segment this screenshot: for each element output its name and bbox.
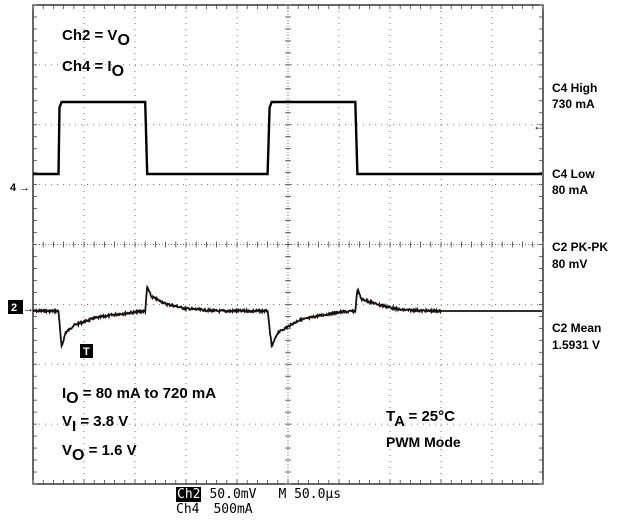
- ch4-current-trace: [33, 100, 542, 176]
- mode-label: PWM Mode: [386, 434, 461, 450]
- trigger-level-arrow: ←: [533, 119, 545, 133]
- trigger-marker-box: [80, 344, 93, 358]
- graticule: [32, 4, 544, 485]
- ch2-voltage-trace: [32, 284, 542, 350]
- vo-condition: VO = 1.6 V: [62, 442, 137, 464]
- ch2-scale: 50.0mV: [209, 487, 257, 502]
- c2-pkpk-label: C2 PK-PK: [552, 240, 608, 254]
- scale-readout: Ch2 50.0mV M 50.0µs Ch4 500mA: [176, 487, 341, 517]
- time-scale: M 50.0µs: [278, 487, 342, 502]
- ch4-marker-arrow: →: [19, 182, 30, 194]
- ch4-tag: Ch4: [176, 502, 200, 517]
- c4-high-value: 730 mA: [552, 97, 595, 111]
- vi-condition: VI = 3.8 V: [62, 413, 128, 435]
- ch2-marker: 2: [11, 302, 17, 314]
- c2-pkpk-value: 80 mV: [552, 257, 587, 271]
- traces: [32, 100, 542, 350]
- ta-condition: TA = 25°C: [386, 408, 455, 430]
- ch2-marker-box: [8, 300, 23, 314]
- ch4-marker: 4: [10, 182, 17, 194]
- c4-low-value: 80 mA: [552, 183, 588, 197]
- ch4-definition: Ch4 = IO: [62, 58, 124, 80]
- c2-mean-value: 1.5931 V: [552, 338, 600, 352]
- c2-mean-label: C2 Mean: [552, 321, 601, 335]
- c4-low-label: C4 Low: [552, 167, 595, 181]
- io-condition: IO = 80 mA to 720 mA: [62, 385, 216, 407]
- ch4-scale: 500mA: [213, 502, 253, 517]
- ch2-tag: Ch2: [176, 487, 202, 502]
- ch2-definition: Ch2 = VO: [62, 27, 130, 49]
- trigger-marker: T: [83, 346, 90, 358]
- c4-high-label: C4 High: [552, 81, 597, 95]
- ch2-marker-arrow: →: [23, 303, 34, 315]
